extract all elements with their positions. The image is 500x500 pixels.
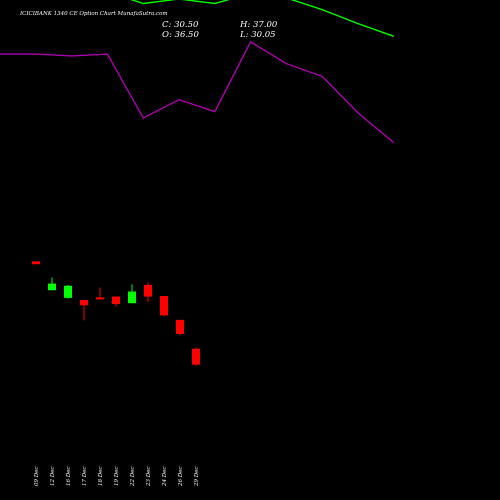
open-value: O: 36.50 — [162, 30, 199, 40]
date-label: 18 Dec — [98, 467, 104, 487]
candle-body — [176, 319, 184, 334]
candle-body — [32, 261, 40, 265]
candle-body — [192, 348, 200, 365]
date-label: 24 Dec — [162, 467, 168, 488]
date-label: 19 Dec — [114, 467, 120, 487]
candle-body — [144, 284, 152, 297]
close-value: C: 30.50 — [162, 20, 199, 30]
candle-body — [48, 283, 56, 291]
candle-body — [80, 300, 88, 306]
candle-body — [160, 296, 168, 316]
date-label: 29 Dec — [194, 467, 200, 488]
date-label: 16 Dec — [66, 467, 72, 487]
candlestick-series — [32, 261, 200, 366]
date-label: 23 Dec — [146, 467, 152, 488]
date-axis: 09 Dec 12 Dec 16 Dec 17 Dec 18 Dec 19 Dec 22 D… — [34, 467, 200, 488]
chart-title: ICICIBANK 1340 CE Option Chart MunafaSut… — [19, 11, 168, 17]
date-label: 09 Dec — [34, 467, 40, 487]
date-label: 12 Dec — [50, 467, 56, 487]
lower-indicator-line — [0, 40, 395, 144]
high-value: H: 37.00 — [239, 20, 278, 30]
date-label: 26 Dec — [178, 467, 184, 488]
upper-indicator-line — [130, 0, 395, 37]
candle-body — [112, 296, 120, 304]
candle-body — [96, 297, 104, 300]
candle-body — [128, 291, 136, 304]
date-label: 17 Dec — [82, 467, 88, 487]
candle-body — [64, 285, 72, 298]
date-label: 22 Dec — [130, 467, 136, 488]
low-value: L: 30.05 — [239, 30, 276, 40]
